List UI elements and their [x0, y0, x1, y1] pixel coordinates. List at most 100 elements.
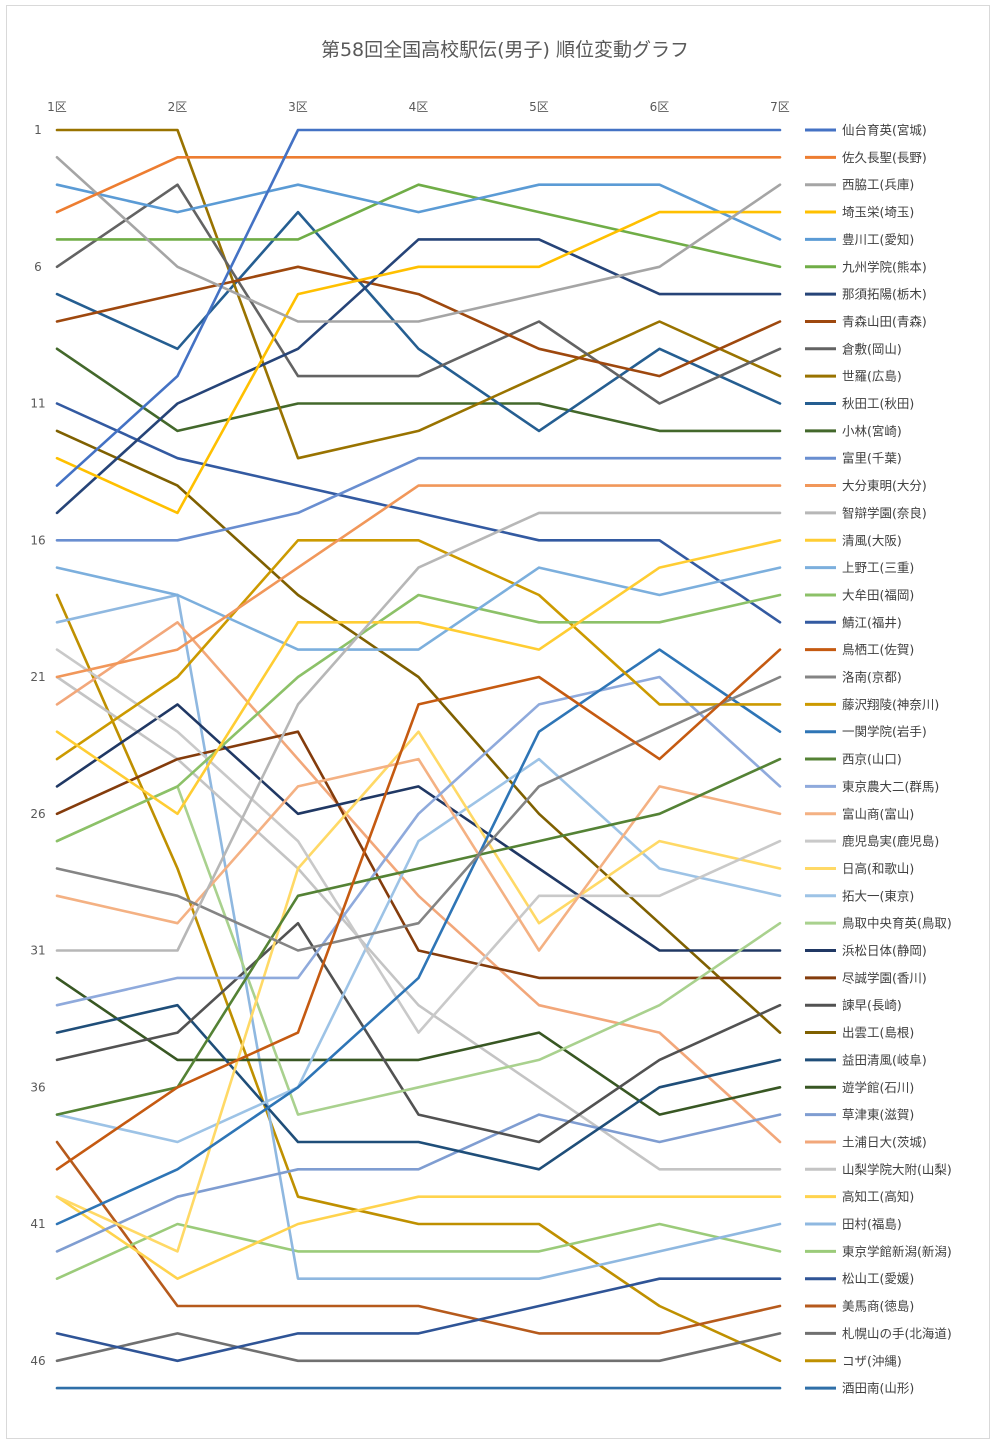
- y-tick-label: 21: [30, 670, 45, 684]
- series-line: [55, 210, 782, 433]
- legend-label: 上野工(三重): [842, 560, 914, 575]
- series-line: [55, 730, 782, 980]
- x-tick-label: 1区: [47, 100, 67, 114]
- legend-label: 那須拓陽(栃木): [842, 287, 927, 302]
- legend-label: 九州学院(熊本): [842, 259, 927, 274]
- legend-label: 美馬商(徳島): [842, 1299, 914, 1314]
- series-line: [55, 566, 782, 651]
- legend-label: 日高(和歌山): [842, 861, 914, 876]
- legend-label: 清風(大阪): [842, 533, 902, 548]
- legend-label: コザ(沖縄): [842, 1353, 902, 1368]
- legend-label: 高知工(高知): [842, 1189, 914, 1204]
- legend-label: 仙台育英(宮城): [842, 123, 927, 138]
- series-line: [55, 156, 782, 323]
- series-line: [55, 1332, 782, 1363]
- series-line: [55, 976, 782, 1116]
- x-tick-label: 2区: [168, 100, 188, 114]
- legend-label: 草津東(滋賀): [842, 1107, 914, 1122]
- legend-label: 東京学館新潟(新潟): [842, 1244, 952, 1259]
- series-line: [55, 620, 782, 1144]
- series-line: [55, 703, 782, 952]
- y-tick-label: 36: [30, 1080, 45, 1094]
- legend-label: 倉敷(岡山): [842, 341, 902, 356]
- series-line: [55, 1140, 782, 1335]
- legend-label: 鳥栖工(佐賀): [842, 642, 914, 657]
- legend-label: 札幌山の手(北海道): [842, 1326, 952, 1341]
- legend-label: 富山商(富山): [842, 806, 914, 821]
- legend-label: 鹿児島実(鹿児島): [842, 834, 939, 849]
- series-line: [55, 593, 782, 843]
- series-line: [55, 1222, 782, 1280]
- legend-label: 益田清風(岐阜): [842, 1052, 927, 1067]
- legend-label: 浜松日体(静岡): [842, 943, 927, 958]
- series-line: [55, 238, 782, 515]
- series-line: [55, 921, 782, 1144]
- legend-label: 出雲工(島根): [842, 1025, 914, 1040]
- legend-label: 豊川工(愛知): [842, 232, 914, 247]
- legend-label: 諫早(長崎): [842, 998, 902, 1013]
- x-axis-tick-labels: 1区 2区 3区 4区 5区 6区 7区: [47, 100, 790, 114]
- series-line: [55, 484, 782, 679]
- series-line: [55, 1195, 782, 1280]
- legend-label: 尽誠学園(香川): [842, 970, 927, 985]
- y-tick-label: 6: [34, 260, 42, 274]
- legend-label: 遊学館(石川): [842, 1080, 914, 1095]
- series-line: [55, 156, 782, 214]
- series-line: [55, 429, 782, 1034]
- x-tick-label: 3区: [288, 100, 308, 114]
- legend-label: 埼玉栄(埼玉): [842, 205, 914, 220]
- series-line: [55, 128, 782, 460]
- legend-label: 東京農大二(群馬): [842, 779, 939, 794]
- series-line: [55, 456, 782, 542]
- series-line: [55, 593, 782, 1363]
- legend-label: 富里(千葉): [842, 451, 902, 466]
- legend-label: 山梨学院大附(山梨): [842, 1162, 952, 1177]
- series-line: [55, 648, 782, 1034]
- legend-label: 青森山田(青森): [842, 314, 927, 329]
- series-line: [55, 1277, 782, 1363]
- legend-label: 小林(宮崎): [842, 423, 902, 438]
- legend-label: 佐久長聖(長野): [842, 150, 927, 165]
- x-tick-label: 5区: [529, 100, 549, 114]
- series-line: [55, 128, 782, 487]
- legend-label: 松山工(愛媛): [842, 1271, 914, 1286]
- legend-label: 大牟田(福岡): [842, 587, 914, 602]
- series-line: [55, 183, 782, 269]
- series-line: [55, 183, 782, 405]
- series-lines: [55, 128, 782, 1390]
- series-line: [55, 183, 782, 241]
- x-tick-label: 4区: [409, 100, 429, 114]
- y-tick-label: 46: [30, 1354, 45, 1368]
- series-line: [55, 538, 782, 761]
- legend-label: 土浦日大(茨城): [842, 1134, 927, 1149]
- legend-label: 藤沢翔陵(神奈川): [842, 697, 939, 712]
- series-line: [55, 648, 782, 1171]
- y-tick-label: 11: [30, 397, 45, 411]
- series-line: [55, 265, 782, 378]
- series-line: [55, 511, 782, 952]
- series-line: [55, 730, 782, 1253]
- series-line: [55, 402, 782, 624]
- series-line: [55, 1003, 782, 1171]
- legend-label: 智辯学園(奈良): [842, 505, 927, 520]
- legend-label: 田村(福島): [842, 1217, 902, 1232]
- series-line: [55, 675, 782, 952]
- legend-label: 鯖江(福井): [842, 615, 902, 630]
- legend: 仙台育英(宮城) 佐久長聖(長野) 西脇工(兵庫) 埼玉栄(埼玉) 豊川工(愛知) 九州学…: [805, 123, 952, 1396]
- legend-label: 西京(山口): [842, 752, 902, 767]
- series-line: [55, 538, 782, 816]
- legend-label: 洛南(京都): [842, 670, 902, 685]
- series-line: [55, 757, 782, 1144]
- y-tick-label: 26: [30, 807, 45, 821]
- y-tick-label: 31: [30, 944, 45, 958]
- legend-label: 秋田工(秋田): [842, 396, 914, 411]
- series-line: [55, 210, 782, 515]
- legend-label: 大分東明(大分): [842, 478, 927, 493]
- chart-title: 第58回全国高校駅伝(男子) 順位変動グラフ: [321, 39, 689, 61]
- y-tick-label: 16: [30, 533, 45, 547]
- legend-label: 西脇工(兵庫): [842, 177, 914, 192]
- legend-label: 拓大一(東京): [842, 888, 914, 903]
- series-line: [55, 675, 782, 1007]
- x-tick-label: 7区: [770, 100, 790, 114]
